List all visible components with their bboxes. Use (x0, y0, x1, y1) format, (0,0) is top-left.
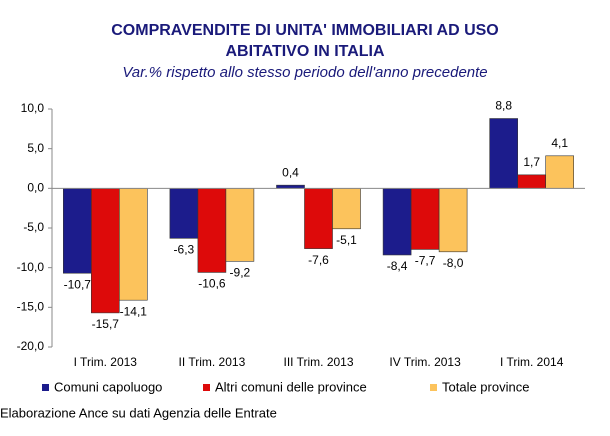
value-label: 0,4 (282, 165, 299, 179)
value-label: -10,7 (64, 277, 92, 291)
bar (438, 188, 468, 253)
x-tick-label: IV Trim. 2013 (389, 355, 461, 369)
value-label: 1,7 (523, 155, 540, 169)
value-label: -14,1 (120, 304, 148, 318)
x-tick-label: II Trim. 2013 (179, 355, 246, 369)
value-label: -7,7 (415, 254, 436, 268)
legend-label: Totale province (442, 379, 529, 394)
value-label: -9,2 (230, 265, 251, 279)
chart-title: COMPRAVENDITE DI UNITA' IMMOBILIARI AD U… (111, 22, 499, 39)
legend-swatch (42, 384, 49, 391)
bar (91, 188, 120, 314)
y-tick-label: -5,0 (23, 220, 44, 234)
y-tick-label: 0,0 (27, 181, 44, 195)
y-tick-label: -10,0 (17, 260, 45, 274)
y-tick-label: 10,0 (21, 101, 45, 115)
x-tick-label: III Trim. 2013 (283, 355, 353, 369)
y-tick-label: -20,0 (17, 339, 45, 353)
source-note: Elaborazione Ance su dati Agenzia delle … (0, 405, 277, 420)
bar (517, 174, 547, 189)
legend-swatch (430, 384, 437, 391)
legend-label: Comuni capoluogo (54, 379, 162, 394)
y-tick-label: 5,0 (27, 141, 44, 155)
bar (410, 188, 440, 250)
bar (382, 188, 412, 256)
chart-subtitle: Var.% rispetto allo stesso periodo dell'… (122, 64, 487, 81)
value-label: 8,8 (495, 99, 512, 113)
bar (119, 188, 148, 301)
y-tick-label: -15,0 (17, 300, 45, 314)
bar (332, 188, 361, 230)
value-label: -15,7 (92, 317, 120, 331)
legend-swatch (203, 384, 210, 391)
value-label: -6,3 (174, 242, 195, 256)
bar (489, 118, 519, 189)
legend-label: Altri comuni delle province (215, 379, 367, 394)
chart-title: ABITATIVO IN ITALIA (225, 43, 385, 60)
value-label: -7,6 (308, 253, 329, 267)
bar (545, 155, 575, 189)
value-label: -10,6 (198, 277, 226, 291)
bar (169, 188, 199, 239)
bar (62, 188, 92, 274)
value-label: -8,4 (387, 259, 408, 273)
x-tick-label: I Trim. 2014 (500, 355, 564, 369)
bar (225, 188, 255, 262)
value-label: 4,1 (551, 136, 568, 150)
x-tick-label: I Trim. 2013 (74, 355, 138, 369)
bar (197, 188, 227, 273)
value-label: -8,0 (443, 256, 464, 270)
bar (304, 188, 333, 249)
value-label: -5,1 (336, 233, 357, 247)
